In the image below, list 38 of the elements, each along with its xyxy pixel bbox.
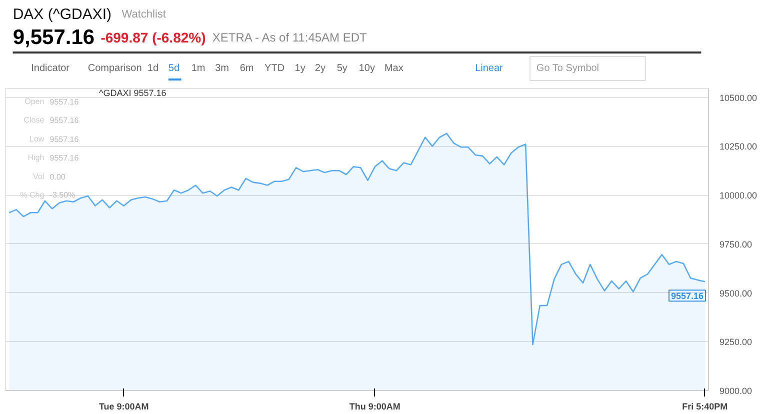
text: 3m — [215, 63, 230, 74]
text: 1m — [191, 63, 206, 74]
annotation: 0.00 — [50, 172, 66, 182]
text: 1y — [294, 63, 306, 74]
text: YTD — [264, 63, 285, 74]
annotation: 9557.16 — [670, 291, 704, 302]
text: Indicator — [31, 63, 70, 74]
y-tick-label: 10000.00 — [720, 190, 758, 201]
y-tick-label: 10500.00 — [720, 92, 758, 103]
annotation: -3.50% — [50, 190, 76, 200]
annotation: 9557.16 — [50, 154, 80, 163]
annotation: 9557.16 — [50, 97, 80, 106]
y-tick-label: 9250.00 — [720, 337, 752, 348]
text: -699.87 (-6.82%) — [100, 30, 206, 46]
chart-subtitle: 9,557.16 — [12, 26, 95, 49]
annotation: 9557.16 — [50, 134, 80, 144]
text: 1d — [147, 63, 159, 74]
y-tick-label: 9000.00 — [720, 386, 752, 396]
x-tick-label: Tue 9:00AM — [98, 402, 149, 412]
x-tick-label: Thu 9:00AM — [349, 402, 400, 412]
text: Linear — [475, 63, 504, 74]
text: Watchlist — [122, 8, 166, 20]
y-tick-label: 9750.00 — [720, 239, 752, 250]
text: Go To Symbol — [536, 63, 600, 74]
text: Comparison — [88, 63, 142, 74]
text: Max — [384, 63, 404, 74]
y-tick-label: 9500.00 — [720, 288, 752, 298]
text: 5d — [168, 63, 180, 74]
x-tick-label: Fri 5:40PM — [682, 402, 728, 412]
text: XETRA - As of 11:45AM EDT — [212, 30, 368, 44]
text: 6m — [240, 63, 254, 74]
annotation: 9557.16 — [50, 116, 80, 126]
text: 5y — [336, 63, 348, 74]
text: 2y — [314, 63, 326, 74]
chart-title: DAX (^GDAXI) — [12, 6, 112, 23]
annotation: ^GDAXI 9557.16 — [99, 88, 166, 98]
y-tick-label: 10250.00 — [720, 142, 758, 152]
text: 10y — [358, 63, 375, 74]
